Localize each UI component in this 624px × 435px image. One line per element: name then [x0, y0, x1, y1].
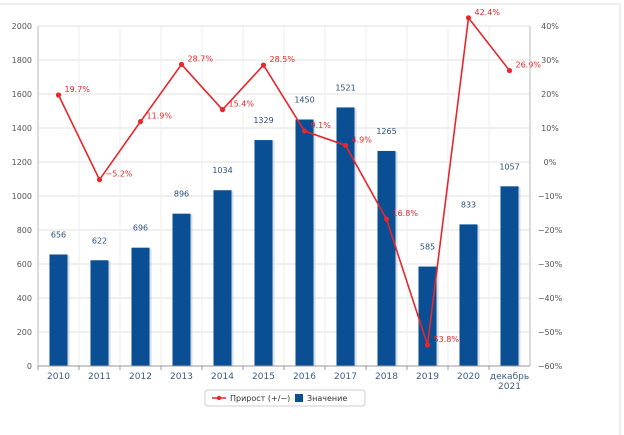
x-tick-label: 2018 [375, 372, 398, 382]
bar [418, 266, 437, 366]
growth-point [55, 92, 62, 98]
growth-point [301, 128, 308, 134]
legend-label-value: Значение [307, 394, 347, 403]
x-tick-label: декабрь 2021 [490, 372, 529, 392]
bar-value-label: 696 [133, 224, 148, 233]
x-tick-label: 2014 [211, 372, 234, 382]
growth-label: −5.2% [106, 170, 133, 179]
growth-point [342, 142, 349, 148]
right-tick-label: −50% [538, 328, 563, 337]
right-tick-label: −10% [538, 192, 563, 201]
legend: Прирост (+/−) Значение [204, 389, 366, 407]
growth-point [178, 61, 185, 68]
bar-value-label: 1329 [253, 116, 273, 125]
legend-bar-swatch [295, 394, 303, 402]
bar-series: 656 622 696 896 1034 1329 1450 1521 1265 585 833 10… [49, 83, 521, 367]
right-tick-label: 0% [544, 158, 557, 167]
bar [500, 186, 519, 366]
growth-label: 15.4% [229, 100, 255, 109]
left-tick-label: 0 [27, 362, 32, 371]
left-tick-label: 400 [17, 294, 32, 303]
bar-value-label: 1265 [376, 127, 396, 136]
bar [254, 140, 273, 366]
bar [295, 119, 314, 366]
left-tick-label: 1200 [12, 158, 32, 167]
bar-value-label: 585 [420, 243, 435, 252]
legend-box [204, 389, 366, 407]
bar-value-label: 833 [461, 200, 476, 209]
right-tick-label: 40% [541, 22, 559, 31]
bar [377, 150, 396, 366]
growth-label: 11.9% [147, 112, 173, 121]
x-tick-label: 2011 [88, 372, 111, 382]
x-tick-label: 2016 [293, 372, 316, 382]
bar [172, 213, 191, 366]
right-tick-label: −30% [538, 260, 563, 269]
growth-label: 16.8% [393, 209, 419, 218]
line-series: 19.7% −5.2% 11.9% 28.7% 15.4% 28.5% 9.1% 4.9% 16… [55, 8, 542, 348]
left-tick-label: 1000 [12, 192, 32, 201]
growth-point [96, 177, 103, 183]
bar-value-label: 1521 [335, 83, 355, 92]
growth-label: 4.9% [352, 135, 373, 144]
legend-label-growth: Прирост (+/−) [230, 394, 290, 403]
bar-value-label: 656 [51, 230, 66, 239]
x-tick-label: 2015 [252, 372, 275, 382]
x-tick-label: 2012 [129, 372, 152, 382]
bar [459, 224, 478, 366]
left-tick-label: 1600 [12, 90, 32, 99]
right-tick-label: 20% [541, 90, 559, 99]
left-tick-label: 1800 [12, 56, 32, 65]
left-tick-label: 200 [17, 328, 32, 337]
x-tick-label: 2013 [170, 372, 193, 382]
legend-line-marker [216, 395, 222, 401]
bar-value-label: 1450 [294, 96, 314, 105]
growth-point [465, 15, 472, 21]
right-tick-label: −60% [538, 362, 563, 371]
growth-point [260, 62, 267, 68]
left-tick-label: 2000 [12, 22, 32, 31]
x-tick-label: 2019 [416, 372, 439, 382]
growth-point [137, 118, 144, 125]
right-tick-label: 10% [541, 124, 559, 133]
bar [213, 190, 232, 366]
bar-value-label: 896 [174, 190, 189, 199]
bar [49, 254, 68, 366]
growth-label: 9.1% [311, 121, 332, 130]
x-tick-label: 2017 [334, 372, 357, 382]
left-tick-label: 800 [17, 226, 32, 235]
growth-label: 19.7% [65, 85, 91, 94]
growth-label: 53.8% [434, 335, 460, 344]
bar-value-label: 622 [92, 236, 107, 245]
left-tick-label: 600 [17, 260, 32, 269]
right-tick-label: −20% [538, 226, 563, 235]
right-tick-label: 30% [541, 56, 559, 65]
growth-label: 28.7% [188, 54, 214, 63]
growth-line [57, 15, 511, 346]
bar-value-label: 1057 [499, 162, 519, 171]
bar [336, 107, 355, 367]
x-tick-label: 2020 [457, 372, 480, 382]
growth-label: 42.4% [475, 8, 501, 17]
growth-label: 28.5% [270, 55, 296, 64]
growth-label: 26.9% [516, 61, 542, 70]
growth-point [383, 216, 390, 222]
x-tick-label: 2010 [47, 372, 70, 382]
bar [131, 247, 150, 366]
bar [90, 260, 109, 366]
growth-point [219, 107, 226, 113]
right-tick-label: −40% [538, 294, 563, 303]
axes: 0 200 400 600 800 1000 1200 1400 1600 1800 2000 −60… [12, 22, 563, 392]
bar-value-label: 1034 [212, 166, 232, 175]
growth-point [506, 67, 513, 74]
growth-point [424, 342, 431, 348]
left-tick-label: 1400 [12, 124, 32, 133]
